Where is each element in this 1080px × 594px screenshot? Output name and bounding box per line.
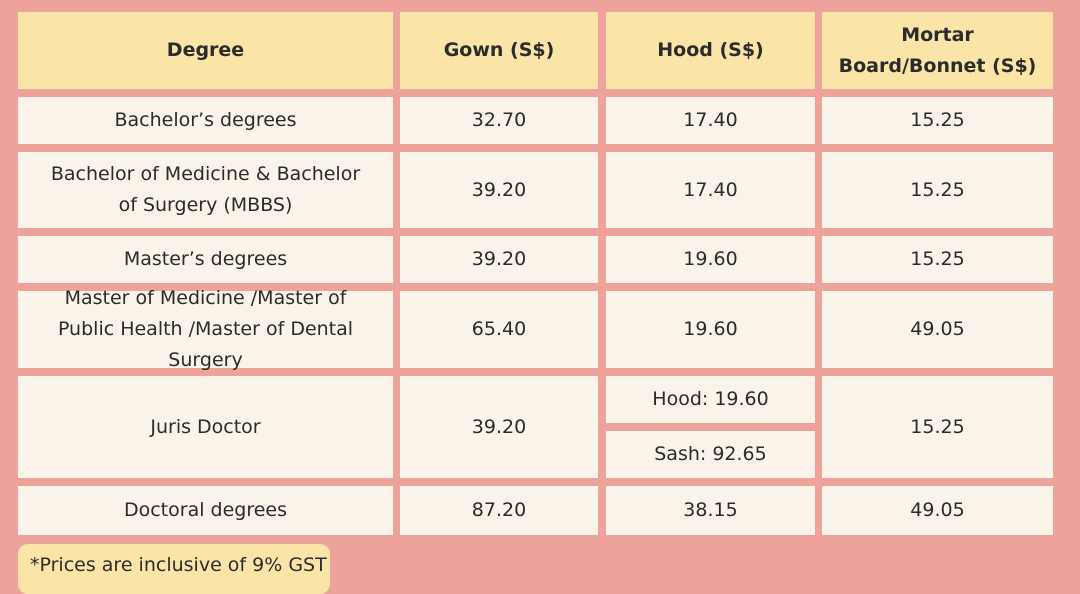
table-cell-hood: 17.40 xyxy=(606,97,815,144)
table-cell-hood: 19.60 xyxy=(606,291,815,368)
table-cell-degree: Juris Doctor xyxy=(18,376,393,478)
table-cell-gown: 39.20 xyxy=(400,376,598,478)
table-cell-gown: 65.40 xyxy=(400,291,598,368)
table-cell-gown: 39.20 xyxy=(400,236,598,283)
header-hood: Hood (S$) xyxy=(606,12,815,89)
table-cell-hood: Hood: 19.60 xyxy=(606,376,815,423)
header-mortar-board: Mortar Board/Bonnet (S$) xyxy=(822,12,1053,89)
table-cell-gown: 32.70 xyxy=(400,97,598,144)
table-cell-degree: Master of Medicine /Master of Public Hea… xyxy=(18,287,393,371)
table-cell-board: 15.25 xyxy=(822,152,1053,228)
gst-note: *Prices are inclusive of 9% GST xyxy=(18,544,330,594)
table-cell-board: 15.25 xyxy=(822,236,1053,283)
table-cell-hood: 19.60 xyxy=(606,236,815,283)
table-cell-hood: 38.15 xyxy=(606,486,815,535)
header-gown: Gown (S$) xyxy=(400,12,598,89)
table-cell-degree: Doctoral degrees xyxy=(18,486,393,535)
table-cell-degree: Bachelor of Medicine & Bachelor of Surge… xyxy=(18,152,393,228)
table-cell-board: 15.25 xyxy=(822,376,1053,478)
table-cell-sash: Sash: 92.65 xyxy=(606,431,815,478)
table-cell-board: 15.25 xyxy=(822,97,1053,144)
table-cell-hood: 17.40 xyxy=(606,152,815,228)
table-cell-board: 49.05 xyxy=(822,291,1053,368)
table-cell-degree: Bachelor’s degrees xyxy=(18,97,393,144)
table-cell-board: 49.05 xyxy=(822,486,1053,535)
table-cell-degree: Master’s degrees xyxy=(18,236,393,283)
table-cell-gown: 87.20 xyxy=(400,486,598,535)
header-degree: Degree xyxy=(18,12,393,89)
table-cell-gown: 39.20 xyxy=(400,152,598,228)
